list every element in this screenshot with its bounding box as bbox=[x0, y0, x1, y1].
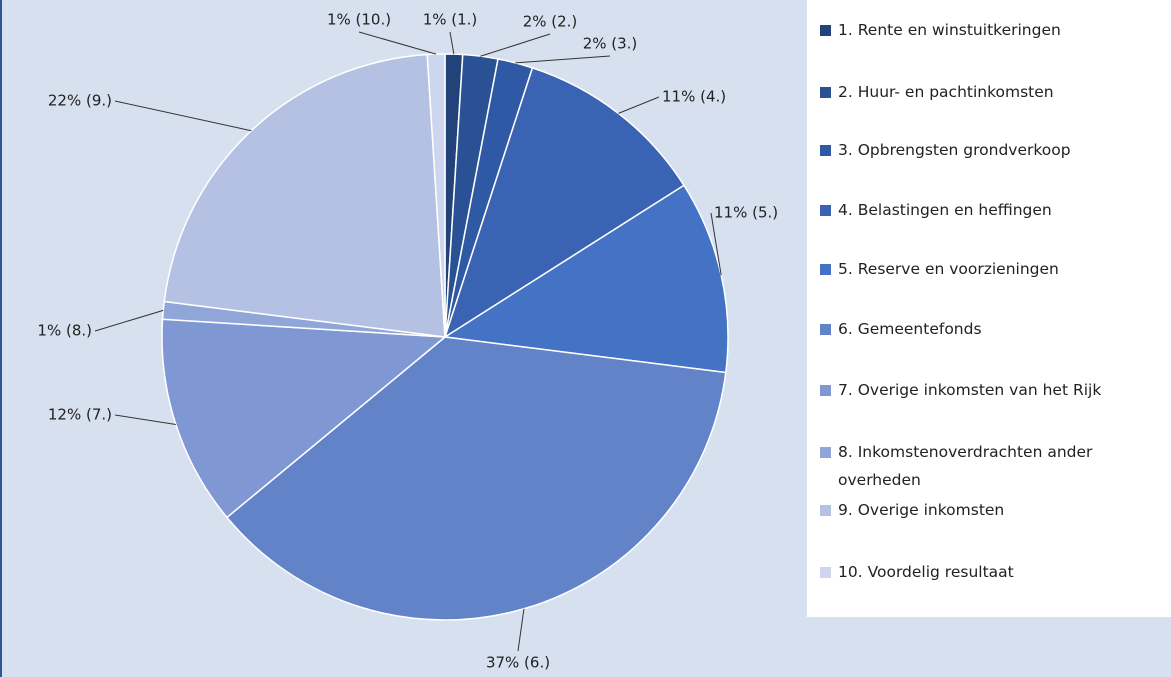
legend-swatch bbox=[820, 324, 831, 335]
legend-label: 2. Huur- en pachtinkomsten bbox=[838, 83, 1054, 101]
leader-line bbox=[710, 212, 722, 276]
legend-label: 3. Opbrengsten grondverkoop bbox=[838, 141, 1071, 159]
data-label: 12% (7.) bbox=[48, 406, 112, 424]
legend-item: 2. Huur- en pachtinkomsten bbox=[820, 78, 1160, 106]
data-label: 22% (9.) bbox=[48, 92, 112, 110]
data-label: 2% (3.) bbox=[583, 35, 638, 53]
legend-label: 9. Overige inkomsten bbox=[838, 501, 1005, 519]
leader-line bbox=[94, 309, 164, 332]
legend-label: 8. Inkomstenoverdrachten ander overheden bbox=[838, 443, 1093, 489]
legend-label: 4. Belastingen en heffingen bbox=[838, 201, 1052, 219]
leader-line bbox=[449, 31, 455, 55]
data-label: 1% (1.) bbox=[423, 11, 478, 29]
legend-label: 6. Gemeentefonds bbox=[838, 320, 982, 338]
leader-line bbox=[114, 414, 176, 425]
legend-label: 10. Voordelig resultaat bbox=[838, 563, 1014, 581]
legend-label: 5. Reserve en voorzieningen bbox=[838, 260, 1059, 278]
leader-line bbox=[515, 55, 611, 64]
pie-slice bbox=[163, 53, 446, 338]
leader-line bbox=[114, 100, 252, 132]
legend-swatch bbox=[820, 25, 831, 36]
legend-swatch bbox=[820, 385, 831, 396]
legend-item: 9. Overige inkomsten bbox=[820, 496, 1160, 524]
legend-swatch bbox=[820, 447, 831, 458]
legend-item: 5. Reserve en voorzieningen bbox=[820, 255, 1160, 283]
data-label: 37% (6.) bbox=[486, 654, 550, 672]
legend-item: 4. Belastingen en heffingen bbox=[820, 196, 1160, 224]
legend-swatch bbox=[820, 567, 831, 578]
legend-swatch bbox=[820, 505, 831, 516]
data-label: 2% (2.) bbox=[523, 13, 578, 31]
legend-label: 7. Overige inkomsten van het Rijk bbox=[838, 381, 1102, 399]
data-label: 11% (4.) bbox=[662, 88, 726, 106]
legend-item: 6. Gemeentefonds bbox=[820, 315, 1160, 343]
legend-item: 3. Opbrengsten grondverkoop bbox=[820, 136, 1160, 164]
legend-swatch bbox=[820, 145, 831, 156]
legend-item: 10. Voordelig resultaat bbox=[820, 558, 1160, 586]
leader-line bbox=[517, 608, 525, 652]
pie-slice bbox=[225, 336, 727, 621]
legend-swatch bbox=[820, 87, 831, 98]
data-label: 11% (5.) bbox=[714, 204, 778, 222]
legend-swatch bbox=[820, 205, 831, 216]
leader-line bbox=[480, 33, 551, 57]
data-label: 1% (8.) bbox=[37, 322, 92, 340]
legend-item: 1. Rente en winstuitkeringen bbox=[820, 16, 1160, 44]
leader-line bbox=[358, 31, 437, 55]
legend-label: 1. Rente en winstuitkeringen bbox=[838, 21, 1061, 39]
legend-item: 8. Inkomstenoverdrachten ander overheden bbox=[820, 438, 1160, 494]
leader-line bbox=[618, 96, 660, 114]
data-label: 1% (10.) bbox=[327, 11, 391, 29]
legend-swatch bbox=[820, 264, 831, 275]
legend-item: 7. Overige inkomsten van het Rijk bbox=[820, 376, 1160, 404]
legend: 1. Rente en winstuitkeringen 2. Huur- en … bbox=[807, 0, 1171, 617]
